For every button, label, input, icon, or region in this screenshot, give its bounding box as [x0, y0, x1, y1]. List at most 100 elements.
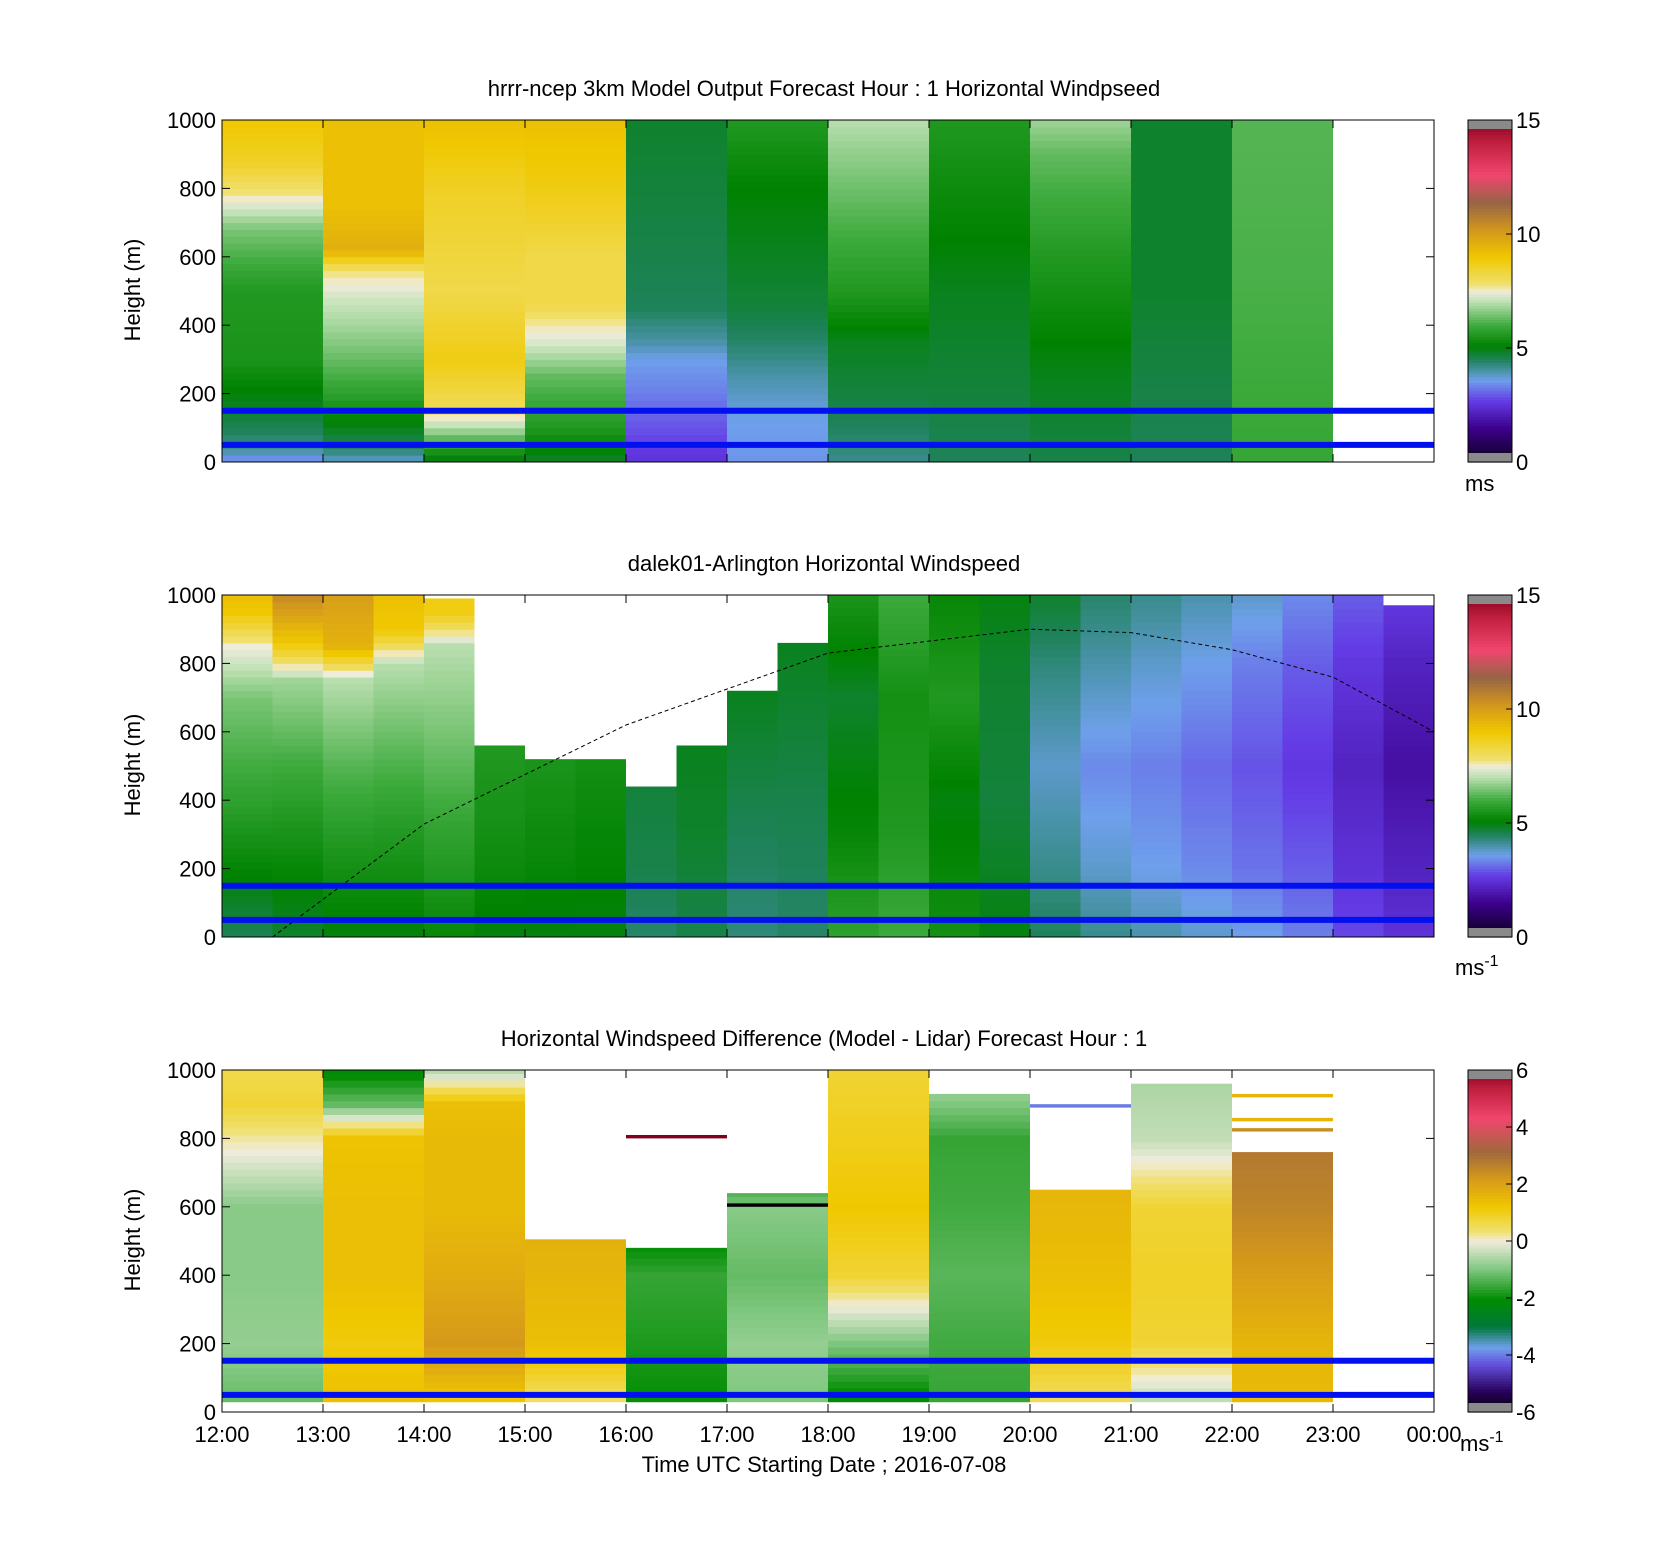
heatmap-cell — [727, 711, 778, 719]
colorbar-swatch — [1468, 1092, 1512, 1097]
heatmap-cell — [929, 889, 980, 897]
heatmap-cell — [1131, 690, 1182, 699]
colorbar-swatch — [1468, 1095, 1512, 1100]
heatmap-cell — [828, 318, 929, 326]
heatmap-cell — [1383, 724, 1434, 733]
heatmap-cell — [222, 793, 273, 801]
colorbar-swatch — [1468, 447, 1512, 452]
heatmap-cell — [1131, 677, 1182, 685]
colorbar-swatch — [1468, 794, 1512, 798]
heatmap-cell — [979, 704, 1030, 712]
heatmap-cell — [727, 236, 828, 244]
heatmap-cell — [373, 745, 424, 753]
heatmap-cell — [828, 663, 879, 671]
heatmap-cell — [828, 1258, 929, 1266]
heatmap-cell — [979, 813, 1030, 822]
heatmap-cell — [525, 786, 576, 794]
colorbar-swatch — [1468, 774, 1512, 778]
heatmap-cell — [979, 875, 1030, 883]
heatmap-cell — [575, 793, 626, 801]
heatmap-cell — [1131, 1258, 1232, 1266]
heatmap-cell — [929, 895, 980, 904]
heatmap-cell — [626, 263, 727, 271]
heatmap-cell — [373, 854, 424, 863]
colorbar-unit: ms-1 — [1455, 953, 1499, 980]
colorbar-swatch — [1468, 1309, 1512, 1313]
heatmap-cell — [929, 608, 980, 617]
heatmap-cell — [1282, 902, 1333, 911]
colorbar-swatch — [1468, 905, 1512, 910]
heatmap-cell — [1232, 345, 1333, 354]
heatmap-cell — [979, 622, 1030, 630]
heatmap-cell — [1232, 352, 1333, 360]
heatmap-cell — [424, 731, 475, 740]
colorbar-swatch — [1468, 706, 1512, 710]
heatmap-cell — [828, 807, 879, 815]
heatmap-cell — [1030, 1340, 1131, 1348]
heatmap-cell — [929, 690, 980, 699]
heatmap-cell — [1232, 249, 1333, 258]
heatmap-cell — [1333, 704, 1384, 712]
heatmap-cell — [222, 1360, 323, 1369]
heatmap-cell — [929, 670, 980, 678]
heatmap-cell — [1282, 663, 1333, 671]
colorbar-swatch — [1468, 1269, 1512, 1273]
heatmap-cell — [1030, 1347, 1131, 1355]
heatmap-cell — [828, 820, 879, 829]
heatmap-cell — [1131, 724, 1182, 733]
heatmap-cell — [323, 738, 374, 746]
heatmap-cell — [626, 807, 677, 815]
heatmap-cell — [1030, 1278, 1131, 1286]
heatmap-cell — [929, 1271, 1030, 1280]
heatmap-cell — [323, 930, 374, 938]
heatmap-cell — [1232, 677, 1283, 685]
heatmap-cell — [828, 697, 879, 705]
heatmap-cell — [979, 670, 1030, 678]
heatmap-cell — [323, 622, 374, 630]
heatmap-cell — [222, 1258, 323, 1266]
heatmap-cell — [222, 861, 273, 870]
heatmap-cell — [1232, 338, 1333, 347]
heatmap-cell — [323, 745, 374, 753]
heatmap-cell — [626, 875, 677, 883]
heatmap-cell — [727, 263, 828, 271]
heatmap-cell — [424, 615, 475, 623]
heatmap-cell — [1131, 229, 1232, 237]
colorbar-swatch — [1468, 288, 1512, 292]
heatmap-cell — [1232, 841, 1283, 849]
heatmap-cell — [727, 1251, 828, 1259]
heatmap-cell — [222, 1114, 323, 1122]
heatmap-cell — [1232, 1230, 1333, 1239]
colorbar-swatch — [1468, 734, 1512, 739]
colorbar-swatch — [1468, 345, 1512, 349]
heatmap-cell — [1383, 608, 1434, 617]
heatmap-cell — [1232, 277, 1333, 285]
heatmap-cell — [424, 1087, 525, 1095]
heatmap-cell — [222, 1285, 323, 1293]
colorbar-unit: ms — [1465, 471, 1494, 496]
heatmap-cell — [929, 181, 1030, 189]
colorbar-swatch — [1468, 279, 1512, 284]
heatmap-cell — [626, 332, 727, 340]
heatmap-cell — [424, 427, 525, 436]
colorbar-swatch — [1468, 626, 1512, 630]
heatmap-cell — [323, 615, 374, 623]
colorbar-swatch — [1468, 1255, 1512, 1259]
heatmap-column — [1131, 595, 1182, 938]
panel-difference: Horizontal Windspeed Difference (Model -… — [120, 1026, 1536, 1477]
colorbar-swatch — [1468, 410, 1512, 415]
heatmap-cell — [474, 875, 525, 883]
colorbar-swatch — [1468, 1366, 1512, 1370]
heatmap-cell — [1131, 455, 1232, 463]
colorbar-tick-label: 2 — [1516, 1172, 1528, 1197]
heatmap-cell — [1131, 414, 1232, 422]
heatmap-cell — [929, 1093, 1030, 1102]
heatmap-cell — [1080, 800, 1131, 808]
heatmap-cell — [626, 1333, 727, 1341]
heatmap-cell — [323, 133, 424, 142]
heatmap-cell — [323, 1353, 424, 1362]
heatmap-cell — [1080, 875, 1131, 883]
heatmap-cell — [626, 1264, 727, 1273]
heatmap-cell — [1232, 1189, 1333, 1198]
